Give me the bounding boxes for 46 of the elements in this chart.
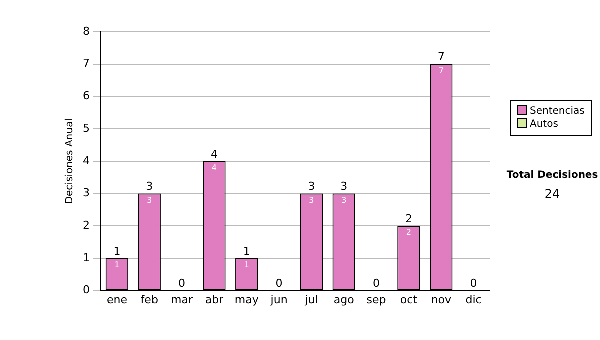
total-label: 1	[114, 244, 121, 258]
data-label: 4	[212, 163, 218, 172]
total-label: 0	[373, 277, 380, 290]
y-tick-label: 1	[83, 251, 90, 264]
total-label: 3	[146, 180, 154, 194]
x-tick-label: ene	[106, 293, 128, 306]
x-tick-label: feb	[140, 293, 158, 306]
data-label: 3	[309, 196, 314, 205]
data-label: 3	[147, 196, 152, 205]
x-tick-label: dic	[466, 293, 482, 306]
y-axis-title: Decisiones Anual	[64, 118, 76, 204]
total-label: 1	[243, 244, 250, 258]
total-label: 0	[470, 277, 478, 290]
text: 24	[544, 187, 562, 201]
text: Total Decisiones	[506, 170, 600, 181]
y-tick-label: 3	[83, 186, 90, 200]
x-tick-label: abr	[205, 293, 224, 306]
y-tick-label: 6	[83, 90, 90, 103]
y-tick-label: 0	[83, 284, 90, 297]
x-tick-label: jun	[270, 293, 288, 306]
x-tick-label: sep	[366, 293, 386, 306]
total-label: 2	[405, 212, 412, 226]
total-label: 4	[210, 148, 218, 161]
y-tick-label: 2	[83, 218, 90, 232]
data-label: 2	[406, 228, 412, 238]
x-tick-label: oct	[400, 293, 418, 306]
total-label: 3	[340, 180, 348, 194]
total-label: 3	[308, 180, 316, 194]
y-tick-label: 4	[83, 154, 90, 168]
legend-label: Sentencias	[529, 105, 585, 118]
x-tick-label: mar	[171, 293, 194, 306]
total-label: 7	[438, 50, 445, 64]
y-tick-label: 8	[83, 24, 90, 38]
total-label: 0	[178, 277, 186, 290]
x-tick-label: may	[234, 293, 260, 306]
y-tick-label: 7	[83, 57, 90, 70]
x-tick-label: nov	[431, 293, 452, 306]
data-label: 3	[342, 196, 347, 205]
data-label: 1	[244, 260, 250, 270]
data-label: 7	[438, 66, 444, 76]
legend-label: Autos	[529, 118, 560, 131]
y-tick-label: 5	[83, 122, 90, 135]
total-label: 0	[276, 277, 283, 290]
x-tick-label: ago	[334, 293, 355, 306]
x-tick-label: jul	[304, 293, 318, 306]
data-label: 1	[114, 260, 120, 270]
